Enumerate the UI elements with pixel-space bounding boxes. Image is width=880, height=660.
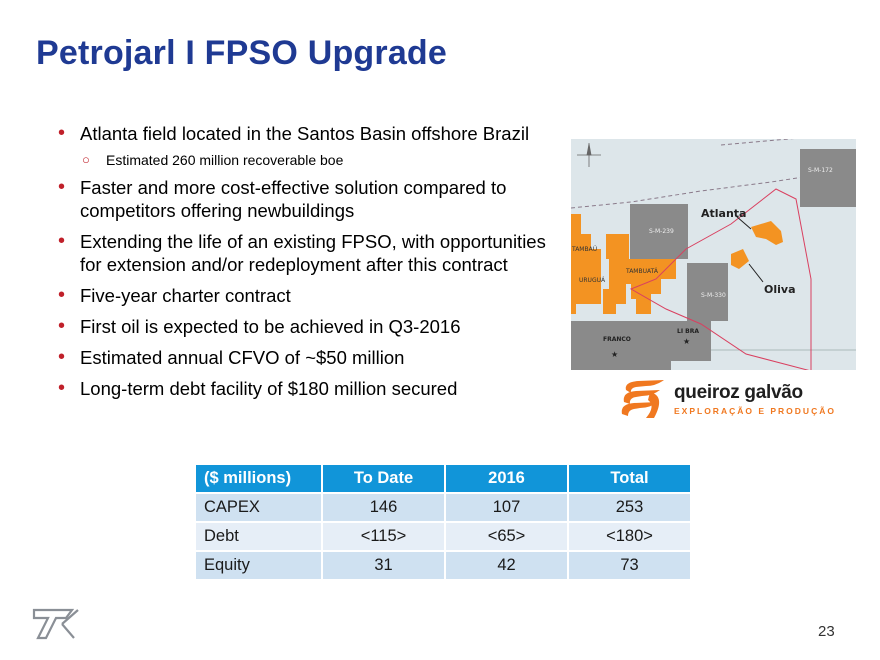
slide-title: Petrojarl I FPSO Upgrade: [36, 34, 448, 72]
map-label-tambau: TAMBAÚ: [571, 246, 597, 253]
map-label-franco: FRANCO: [603, 336, 631, 343]
bullet-item: • Five-year charter contract: [58, 284, 563, 307]
bullet-item: • Extending the life of an existing FPSO,…: [58, 230, 563, 276]
bullet-text: Atlanta field located in the Santos Basi…: [80, 123, 530, 144]
table-cell: 42: [444, 550, 569, 581]
map-label-urugua: URUGUÁ: [579, 277, 606, 284]
table-header: Total: [567, 463, 692, 494]
page-number: 23: [818, 623, 835, 640]
bullet-text: Five-year charter contract: [80, 285, 291, 306]
table-cell: CAPEX: [194, 492, 323, 523]
compass-icon: [577, 143, 601, 167]
queiroz-galvao-logo: queiroz galvão EXPLORAÇÃO E PRODUÇÃO: [620, 378, 834, 424]
sub-bullet-item: ○ Estimated 260 million recoverable boe: [58, 151, 563, 169]
table-cell: Debt: [194, 521, 323, 552]
bullet-item: • First oil is expected to be achieved in…: [58, 315, 563, 338]
map-label-s172: S-M-172: [808, 167, 833, 174]
bullet-text: First oil is expected to be achieved in …: [80, 316, 461, 337]
table-row: Debt <115> <65> <180>: [194, 521, 692, 552]
table-cell: 107: [444, 492, 569, 523]
table-header: ($ millions): [194, 463, 323, 494]
table-header-row: ($ millions) To Date 2016 Total: [194, 463, 692, 494]
bullet-item: • Long-term debt facility of $180 million…: [58, 377, 563, 400]
map-graphic: Atlanta Oliva S-M-172 S-M-239 S-M-330 TA…: [571, 139, 856, 370]
table-cell: Equity: [194, 550, 323, 581]
bullet-dot-icon: •: [58, 230, 66, 252]
financials-table: ($ millions) To Date 2016 Total CAPEX 14…: [194, 463, 692, 581]
bullet-item: • Atlanta field located in the Santos Bas…: [58, 122, 563, 145]
bullet-text: Long-term debt facility of $180 million …: [80, 378, 458, 399]
bullet-dot-icon: •: [58, 346, 66, 368]
logo-subtitle: EXPLORAÇÃO E PRODUÇÃO: [674, 406, 836, 416]
logo-name: queiroz galvão: [674, 382, 803, 403]
star-icon: ★: [683, 337, 690, 346]
bullet-item: • Estimated annual CFVO of ~$50 million: [58, 346, 563, 369]
map-label-oliva: Oliva: [764, 283, 796, 296]
table-header: 2016: [444, 463, 569, 494]
bullet-dot-icon: •: [58, 284, 66, 306]
map-label-tambuata: TAMBUATÁ: [625, 268, 659, 275]
bullet-dot-icon: •: [58, 377, 66, 399]
table-cell: 253: [567, 492, 692, 523]
table-cell: 31: [321, 550, 446, 581]
bullet-dot-icon: •: [58, 315, 66, 337]
map-label-s330: S-M-330: [701, 292, 726, 299]
bullet-text: Extending the life of an existing FPSO, …: [80, 231, 546, 275]
bullet-dot-icon: •: [58, 176, 66, 198]
bullet-item: • Faster and more cost-effective solution…: [58, 176, 563, 222]
table-cell: 73: [567, 550, 692, 581]
qg-logo-icon: [621, 380, 664, 418]
sub-bullet-text: Estimated 260 million recoverable boe: [106, 152, 344, 168]
bullet-text: Faster and more cost-effective solution …: [80, 177, 507, 221]
map-label-atlanta: Atlanta: [701, 207, 746, 220]
table-row: Equity 31 42 73: [194, 550, 692, 581]
table-header: To Date: [321, 463, 446, 494]
table-row: CAPEX 146 107 253: [194, 492, 692, 523]
map-label-s239: S-M-239: [649, 228, 674, 235]
star-icon: ★: [611, 350, 618, 359]
teekay-logo-icon: [32, 608, 79, 640]
table-cell: <65>: [444, 521, 569, 552]
table-cell: <180>: [567, 521, 692, 552]
table-cell: <115>: [321, 521, 446, 552]
circle-bullet-icon: ○: [82, 152, 90, 167]
bullet-text: Estimated annual CFVO of ~$50 million: [80, 347, 405, 368]
map-label-libra: LI BRA: [677, 328, 699, 335]
santos-basin-map: Atlanta Oliva S-M-172 S-M-239 S-M-330 TA…: [571, 139, 856, 370]
bullet-list: • Atlanta field located in the Santos Bas…: [58, 122, 563, 400]
table-cell: 146: [321, 492, 446, 523]
bullet-dot-icon: •: [58, 122, 66, 144]
